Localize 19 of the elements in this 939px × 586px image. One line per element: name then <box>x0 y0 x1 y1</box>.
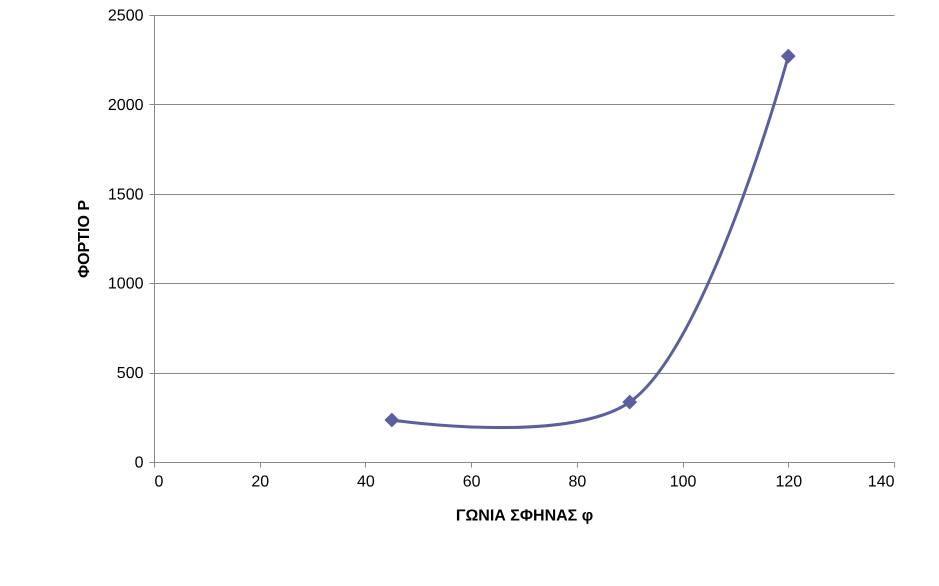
y-axis-title: ΦΟΡΤΙΟ P <box>76 200 93 278</box>
y-tick-label: 2000 <box>108 96 144 114</box>
x-tick-label: 40 <box>357 474 375 490</box>
point <box>622 394 638 410</box>
x-tick-label: 60 <box>462 474 481 490</box>
x-tick-label: 0 <box>154 474 164 490</box>
y-tick-label: 2500 <box>108 8 144 24</box>
point <box>384 412 400 428</box>
x-tick-label: 100 <box>670 474 697 490</box>
y-tick-label: 500 <box>116 365 144 382</box>
x-tick-label: 80 <box>568 474 586 490</box>
y-tick-label: 1000 <box>108 276 144 293</box>
x-axis-title: ΓΩΝΙΑ ΣΦΗΝΑΣ φ <box>456 508 594 524</box>
x-tick-label: 20 <box>251 474 270 490</box>
y-tick-label: 0 <box>134 454 144 472</box>
x-tick-label: 140 <box>868 474 895 490</box>
point <box>780 48 796 64</box>
y-tick-label: 1500 <box>108 186 144 204</box>
x-tick-label: 120 <box>775 474 802 490</box>
